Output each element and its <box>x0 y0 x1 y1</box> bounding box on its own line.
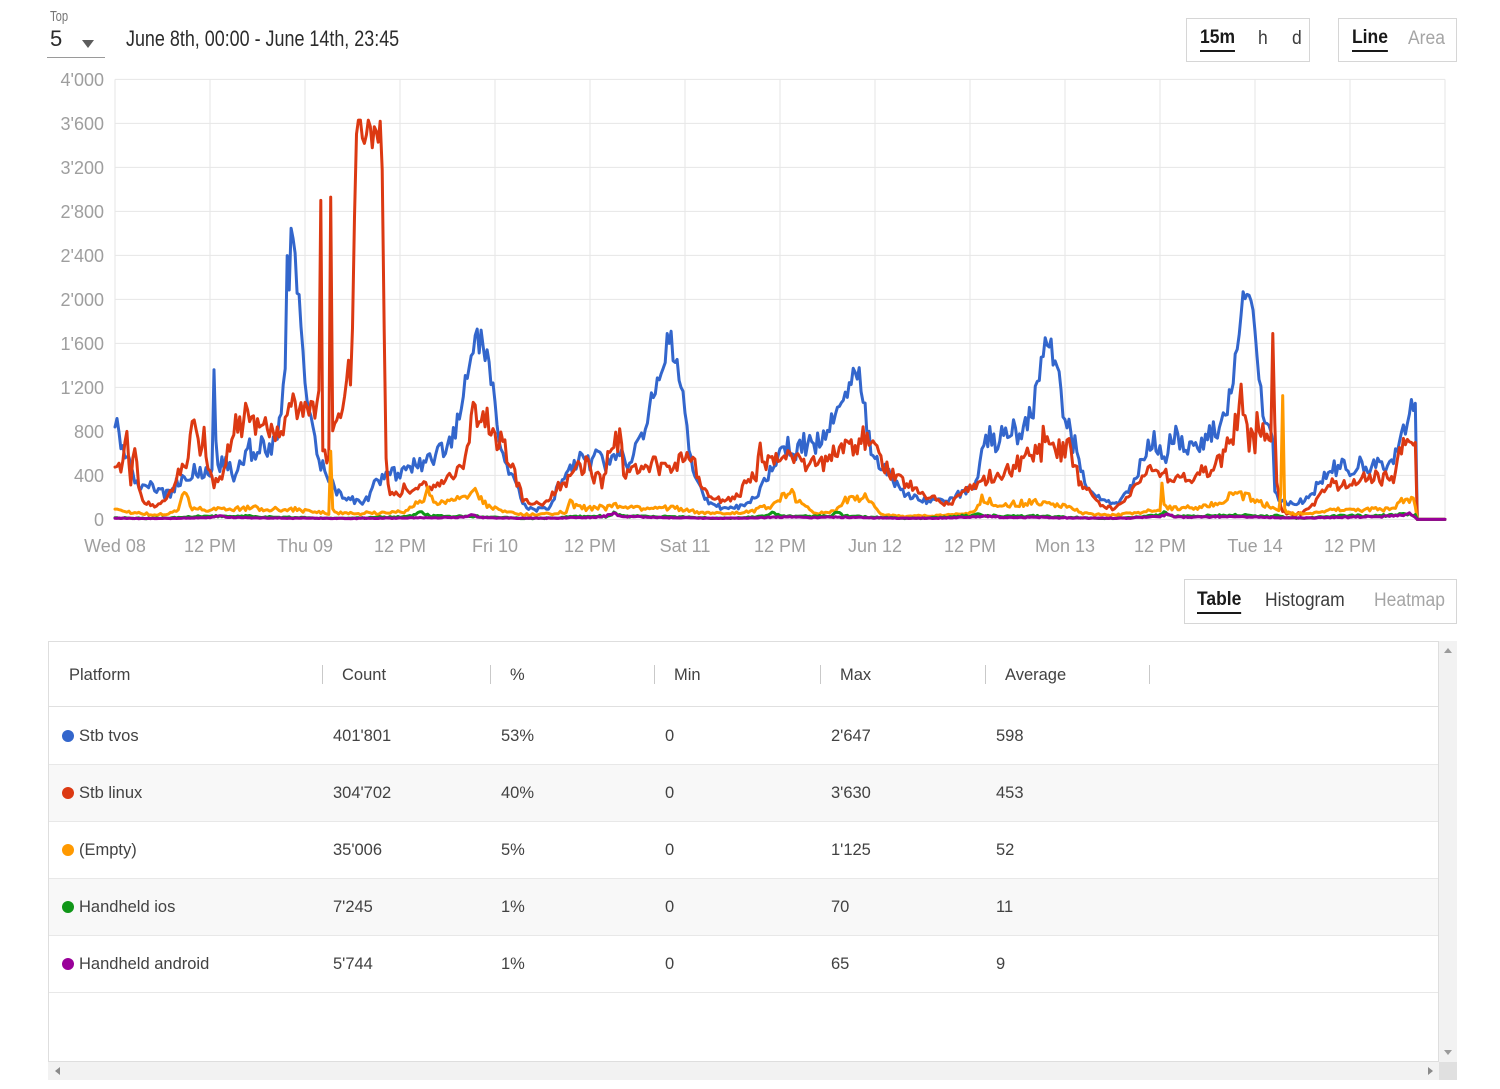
svg-text:Wed 08: Wed 08 <box>84 536 146 556</box>
svg-text:3'200: 3'200 <box>61 158 104 178</box>
svg-text:0: 0 <box>94 510 104 530</box>
svg-text:12 PM: 12 PM <box>1324 536 1376 556</box>
svg-text:2'800: 2'800 <box>61 202 104 222</box>
svg-text:12 PM: 12 PM <box>1134 536 1186 556</box>
svg-text:1'200: 1'200 <box>61 378 104 398</box>
svg-text:3'600: 3'600 <box>61 114 104 134</box>
svg-text:Tue 14: Tue 14 <box>1227 536 1282 556</box>
svg-text:Fri 10: Fri 10 <box>472 536 518 556</box>
svg-text:Jun 12: Jun 12 <box>848 536 902 556</box>
svg-text:Sat 11: Sat 11 <box>660 536 711 556</box>
svg-text:Thu 09: Thu 09 <box>277 536 333 556</box>
svg-text:12 PM: 12 PM <box>374 536 426 556</box>
svg-text:12 PM: 12 PM <box>944 536 996 556</box>
svg-text:12 PM: 12 PM <box>184 536 236 556</box>
svg-text:1'600: 1'600 <box>61 334 104 354</box>
svg-text:2'000: 2'000 <box>61 290 104 310</box>
svg-text:12 PM: 12 PM <box>754 536 806 556</box>
svg-text:Mon 13: Mon 13 <box>1035 536 1095 556</box>
svg-text:2'400: 2'400 <box>61 246 104 266</box>
svg-text:4'000: 4'000 <box>61 70 104 90</box>
svg-text:400: 400 <box>74 466 104 486</box>
svg-text:12 PM: 12 PM <box>564 536 616 556</box>
svg-text:800: 800 <box>74 422 104 442</box>
